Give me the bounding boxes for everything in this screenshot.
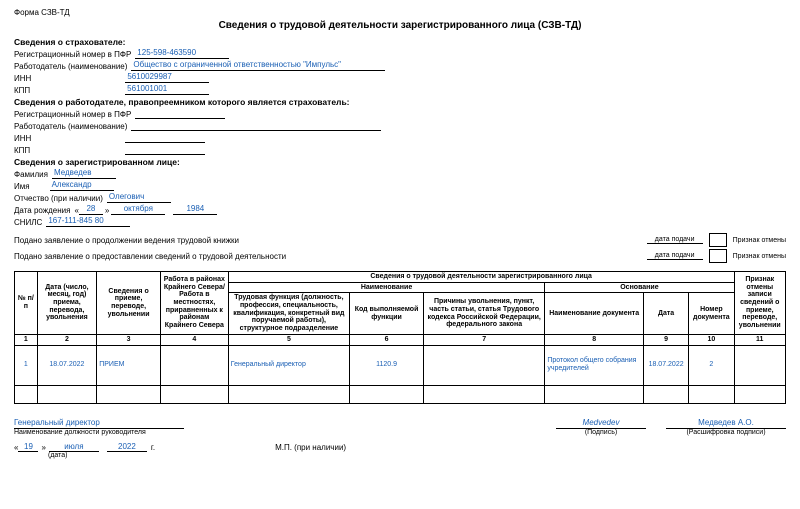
table-row-empty bbox=[15, 385, 786, 403]
insurer-inn-label: ИНН bbox=[14, 74, 35, 83]
pred-reg-value bbox=[135, 108, 225, 119]
pred-kpp-value bbox=[125, 144, 205, 155]
insurer-reg-label: Регистрационный номер в ПФР bbox=[14, 50, 135, 59]
patronymic-label: Отчество (при наличии) bbox=[14, 194, 107, 203]
patronymic-value: Олегович bbox=[107, 192, 171, 203]
sign-signature: Medvedev bbox=[556, 418, 646, 429]
stmt2-date-label: дата подачи bbox=[647, 252, 703, 260]
insurer-employer-label: Работодатель (наименование) bbox=[14, 62, 131, 71]
stmt1-date-label: дата подачи bbox=[647, 236, 703, 244]
section-person-title: Сведения о зарегистрированном лице: bbox=[14, 157, 786, 167]
th-docdate: Дата bbox=[644, 293, 689, 334]
th-code: Код выполняемой функции bbox=[350, 293, 424, 334]
dob-day: 28 bbox=[79, 204, 103, 215]
dob-month: октября bbox=[111, 204, 165, 215]
name-label: Имя bbox=[14, 182, 34, 191]
snils-value: 167-111-845 80 bbox=[46, 216, 130, 227]
sign-name-sub: (Расшифровка подписи) bbox=[686, 429, 765, 436]
stmt1-cancel-box bbox=[709, 233, 727, 247]
statement1-text: Подано заявление о продолжении ведения т… bbox=[14, 236, 294, 245]
snils-label: СНИЛС bbox=[14, 218, 46, 227]
cell-date: 18.07.2022 bbox=[37, 345, 97, 385]
sign-position: Генеральный директор bbox=[14, 418, 184, 429]
statement2-text: Подано заявление о предоставлении сведен… bbox=[14, 252, 294, 261]
th-naim: Наименование bbox=[228, 282, 545, 293]
stmt2-cancel-label: Признак отмены bbox=[733, 253, 786, 260]
date-quote-close: » bbox=[38, 443, 48, 452]
date-year: 2022 bbox=[107, 442, 147, 452]
cn11: 11 bbox=[734, 334, 785, 345]
insurer-reg-value: 125-598-463590 bbox=[135, 48, 229, 59]
cn5: 5 bbox=[228, 334, 349, 345]
th-reason: Причины увольнения, пункт, часть статьи,… bbox=[424, 293, 545, 334]
activity-table: № п/п Дата (число, месяц, год) приема, п… bbox=[14, 271, 786, 404]
cell-docname: Протокол общего собрания учредителей bbox=[545, 345, 644, 385]
date-day: 19 bbox=[18, 442, 38, 452]
pred-inn-label: ИНН bbox=[14, 134, 35, 143]
cell-code: 1120.9 bbox=[350, 345, 424, 385]
sign-name: Медведев А.О. bbox=[666, 418, 786, 429]
th-date: Дата (число, месяц, год) приема, перевод… bbox=[37, 272, 97, 335]
surname-value: Медведев bbox=[52, 168, 116, 179]
surname-label: Фамилия bbox=[14, 170, 52, 179]
th-cancel: Признак отмены записи сведений о приеме,… bbox=[734, 272, 785, 335]
th-osn: Основание bbox=[545, 282, 734, 293]
cell-docdate: 18.07.2022 bbox=[644, 345, 689, 385]
section-predecessor-title: Сведения о работодателе, правопреемником… bbox=[14, 97, 786, 107]
table-row: 1 18.07.2022 ПРИЕМ Генеральный директор … bbox=[15, 345, 786, 385]
cell-north bbox=[160, 345, 228, 385]
dob-year: 1984 bbox=[173, 204, 217, 215]
date-g: г. bbox=[147, 443, 155, 452]
sign-signature-sub: (Подпись) bbox=[585, 429, 617, 436]
stmt1-cancel-label: Признак отмены bbox=[733, 237, 786, 244]
cn8: 8 bbox=[545, 334, 644, 345]
cn7: 7 bbox=[424, 334, 545, 345]
pred-inn-value bbox=[125, 132, 205, 143]
cn2: 2 bbox=[37, 334, 97, 345]
cell-func: Генеральный директор bbox=[228, 345, 349, 385]
date-sub: (дата) bbox=[48, 452, 786, 459]
quote-close: » bbox=[103, 206, 111, 215]
cn10: 10 bbox=[689, 334, 734, 345]
cn1: 1 bbox=[15, 334, 38, 345]
pred-reg-label: Регистрационный номер в ПФР bbox=[14, 110, 135, 119]
pred-employer-value bbox=[131, 120, 381, 131]
cell-reason bbox=[424, 345, 545, 385]
cn4: 4 bbox=[160, 334, 228, 345]
th-num: № п/п bbox=[15, 272, 38, 335]
mp-text: М.П. (при наличии) bbox=[275, 443, 346, 452]
th-docnum: Номер документа bbox=[689, 293, 734, 334]
cell-info: ПРИЕМ bbox=[97, 345, 161, 385]
th-docname: Наименование документа bbox=[545, 293, 644, 334]
cn3: 3 bbox=[97, 334, 161, 345]
name-value: Александр bbox=[50, 180, 114, 191]
cn6: 6 bbox=[350, 334, 424, 345]
dob-label: Дата рождения bbox=[14, 206, 74, 215]
date-month: июля bbox=[49, 442, 99, 452]
cell-cancel bbox=[734, 345, 785, 385]
cell-num: 1 bbox=[15, 345, 38, 385]
cn9: 9 bbox=[644, 334, 689, 345]
insurer-inn-value: 5610029987 bbox=[125, 72, 209, 83]
pred-kpp-label: КПП bbox=[14, 146, 34, 155]
section-insurer-title: Сведения о страхователе: bbox=[14, 37, 786, 47]
insurer-kpp-value: 561001001 bbox=[125, 84, 209, 95]
cell-docnum: 2 bbox=[689, 345, 734, 385]
page-title: Сведения о трудовой деятельности зарегис… bbox=[14, 20, 786, 31]
insurer-employer-value: Общество с ограниченной ответственностью… bbox=[131, 60, 385, 71]
sign-position-sub: Наименование должности руководителя bbox=[14, 429, 146, 436]
insurer-kpp-label: КПП bbox=[14, 86, 34, 95]
th-caption: Сведения о трудовой деятельности зарегис… bbox=[228, 272, 734, 283]
form-name: Форма СЗВ-ТД bbox=[14, 8, 786, 17]
th-func: Трудовая функция (должность, профессия, … bbox=[228, 293, 349, 334]
th-info: Сведения о приеме, переводе, увольнении bbox=[97, 272, 161, 335]
pred-employer-label: Работодатель (наименование) bbox=[14, 122, 131, 131]
th-north: Работа в районах Крайнего Севера/Работа … bbox=[160, 272, 228, 335]
stmt2-cancel-box bbox=[709, 249, 727, 263]
